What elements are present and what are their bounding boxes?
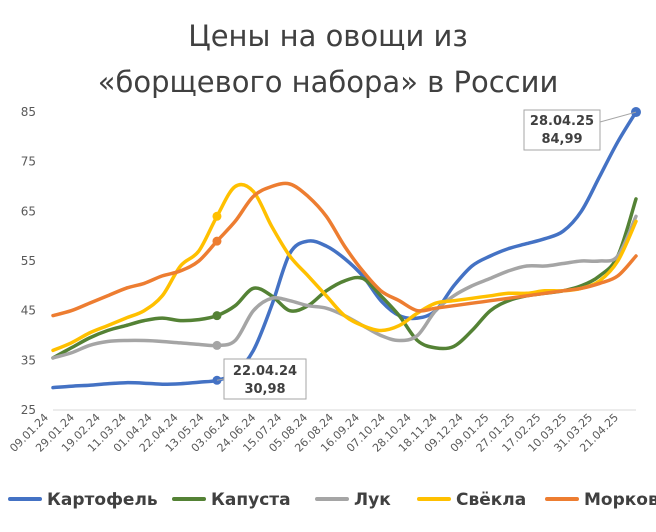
callout-2025: 28.04.25 84,99 <box>523 109 637 151</box>
series-line-kapusta <box>51 197 638 360</box>
callout-2025-box <box>523 109 601 151</box>
legend-label-svekla: Свёкла <box>456 490 526 510</box>
callout-2024: 22.04.24 30,98 <box>216 358 307 400</box>
y-tick-label: 35 <box>21 353 36 367</box>
legend-label-kapusta: Капуста <box>211 490 291 510</box>
series-line-kartofel <box>51 110 638 390</box>
y-tick-label: 65 <box>21 204 36 218</box>
marker-morkov-22-04-24 <box>212 236 222 246</box>
callout-2025-value: 84,99 <box>541 132 582 147</box>
legend: Картофель Капуста Лук Свёкла Морковь <box>8 490 656 510</box>
y-tick-label: 85 <box>21 105 36 119</box>
legend-label-kartofel: Картофель <box>47 490 158 510</box>
callout-2025-leader <box>599 111 637 123</box>
callout-2024-date: 22.04.24 <box>233 364 297 379</box>
y-axis: 25 35 45 55 65 75 85 <box>21 105 36 417</box>
y-tick-label: 75 <box>21 155 36 169</box>
callout-2024-leader <box>216 378 225 381</box>
plot-area <box>51 110 638 390</box>
callout-2024-value: 30,98 <box>244 382 285 397</box>
callout-2025-date: 28.04.25 <box>530 114 594 129</box>
marker-luk-22-04-24 <box>212 340 222 350</box>
callout-2024-box <box>223 358 307 400</box>
chart-title-line-1: Цены на овощи из <box>188 19 468 53</box>
y-tick-label: 55 <box>21 254 36 268</box>
legend-label-morkov: Морковь <box>584 490 656 510</box>
y-tick-label: 45 <box>21 304 36 318</box>
marker-svekla-22-04-24 <box>212 211 222 221</box>
series-line-svekla <box>51 182 638 353</box>
legend-label-luk: Лук <box>354 490 391 510</box>
marker-kapusta-22-04-24 <box>212 311 222 321</box>
series-line-morkov <box>51 181 638 318</box>
x-axis: 09.01.2429.01.2419.02.2411.03.2401.04.24… <box>7 409 636 455</box>
y-tick-label: 25 <box>21 403 36 417</box>
chart-title-line-2: «борщевого набора» в России <box>98 65 559 99</box>
